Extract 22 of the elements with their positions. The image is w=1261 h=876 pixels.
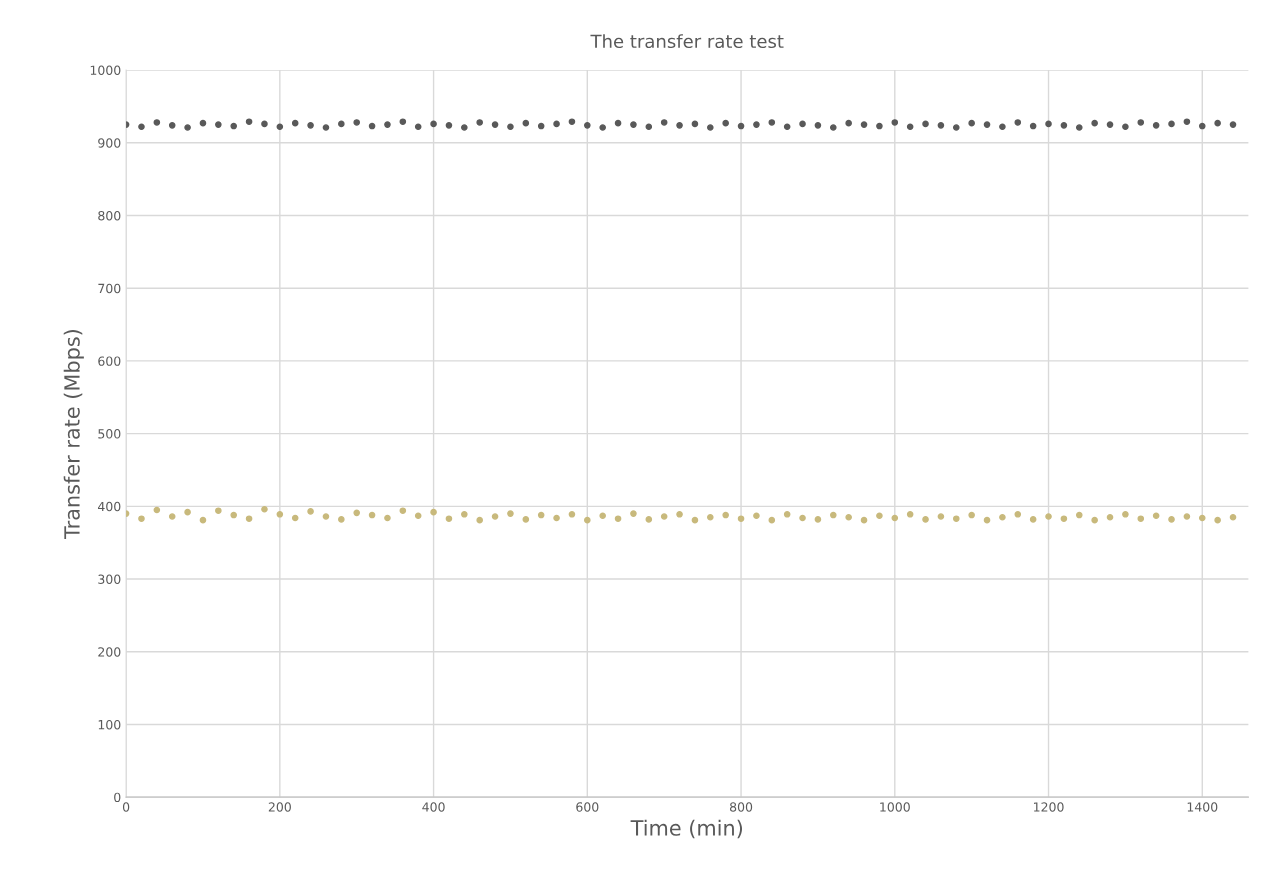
y-axis-title: Transfer rate (Mbps) (63, 329, 84, 540)
y-tick-label: 100 (98, 719, 121, 730)
y-tick-label: 300 (98, 574, 121, 584)
x-tick-label: 200 (268, 802, 291, 812)
x-tick-label: 1200 (1034, 802, 1064, 812)
x-tick-label: 1000 (880, 802, 910, 812)
x-tick-label: 600 (576, 802, 599, 812)
x-tick-label: 1400 (1187, 802, 1218, 812)
y-tick-label: 900 (98, 138, 121, 148)
x-axis-title: Time (min) (630, 819, 743, 839)
y-tick-label: 1000 (90, 65, 121, 76)
x-tick-label: 400 (422, 802, 445, 812)
y-tick-label: 700 (98, 283, 121, 294)
y-tick-label: 400 (97, 501, 121, 512)
y-tick-label: 0 (114, 792, 121, 803)
y-tick-label: 800 (98, 210, 121, 221)
x-tick-label: 0 (122, 802, 130, 812)
chart-title: The transfer rate test (590, 34, 784, 49)
y-tick-label: 500 (98, 429, 121, 439)
x-tick-label: 800 (729, 802, 753, 812)
y-tick-label: 600 (98, 356, 121, 366)
y-tick-label: 200 (98, 647, 121, 657)
